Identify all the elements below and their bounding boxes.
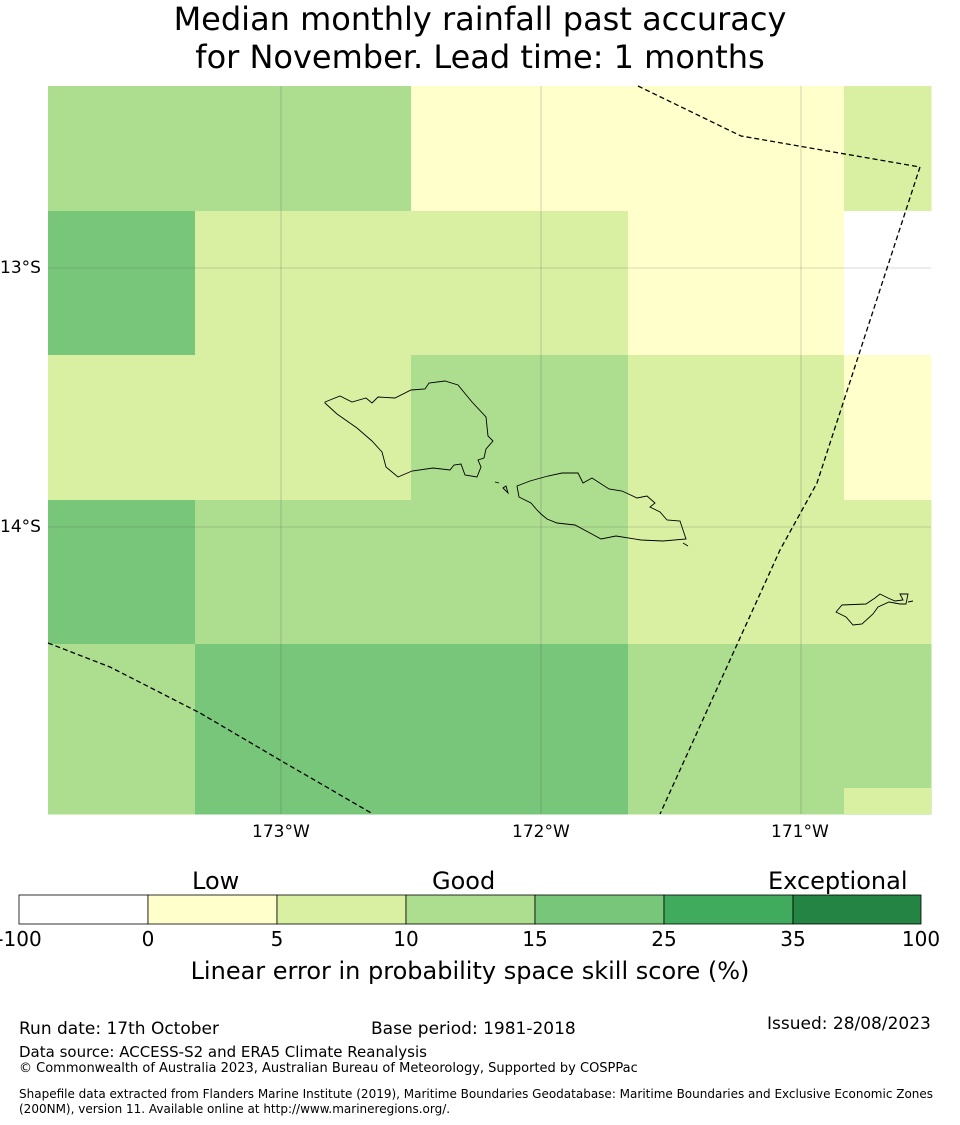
colorbar-tick: 35 [780,927,806,951]
copyright-notice: © Commonwealth of Australia 2023, Austra… [19,1061,638,1076]
skill-cell [844,500,932,645]
eez-boundaries [47,85,921,815]
shapefile-credit-line-1: Shapefile data extracted from Flanders M… [19,1087,934,1101]
skill-cell [195,211,282,356]
manono-island [502,485,509,495]
eez-boundary-east [659,166,921,815]
eez-boundary-southwest [47,642,374,815]
issued-date: Issued: 28/08/2023 [767,1014,931,1034]
skill-cell [195,500,282,645]
skill-cell [281,644,412,815]
map-title-line-2: for November. Lead time: 1 months [195,38,765,76]
skill-cell [715,355,845,501]
skill-cell [411,211,629,356]
skill-cell [411,355,629,501]
data-source: Data source: ACCESS-S2 and ERA5 Climate … [19,1043,427,1061]
colorbar-boxes [18,894,922,925]
skill-cell [195,644,282,815]
legend-category-low: Low [192,867,240,895]
skill-cell [411,500,629,645]
skill-grid [48,86,932,815]
skill-cell [628,644,716,815]
colorbar-tick: 100 [901,927,941,951]
skill-cell [844,644,932,815]
skill-cell [195,86,282,212]
lat-tick-13s: 13°S [0,258,41,278]
skill-cell [48,86,196,212]
skill-cell [844,788,931,814]
skill-cell [48,211,196,356]
apolima-islet [494,481,500,484]
colorbar-tick: 10 [393,927,419,951]
run-date: Run date: 17th October [19,1019,219,1039]
colorbar-label: Linear error in probability space skill … [190,957,750,985]
skill-cell [48,500,196,645]
skill-cell [844,211,932,356]
skill-cell [411,86,629,212]
skill-cell [715,211,845,356]
skill-cell [48,644,196,815]
skill-cell [195,355,282,501]
colorbar-box [147,894,278,925]
colorbar-box [663,894,794,925]
colorbar-box [534,894,665,925]
colorbar-tick: 0 [141,927,155,951]
legend-category-good: Good [432,867,496,895]
skill-cell [628,500,716,645]
shapefile-credit-line-2: (200NM), version 11. Available online at… [19,1102,451,1116]
skill-cell [715,86,845,212]
colorbar-box [276,894,407,925]
colorbar-box [792,894,922,925]
skill-cell [844,86,932,212]
savaii-island [324,380,494,478]
tutuila-island [835,593,909,626]
skill-cell [628,355,716,501]
lon-tick-172w: 172°W [512,822,570,842]
skill-cell [715,644,845,815]
colorbar-box [405,894,536,925]
lon-tick-173w: 173°W [252,822,310,842]
eez-boundary-north [637,85,921,168]
map-title-line-1: Median monthly rainfall past accuracy [173,0,787,38]
skill-cell [281,500,412,645]
colorbar-tick: 5 [270,927,284,951]
skill-cell [628,211,716,356]
graticule [48,86,931,814]
colorbar-box [18,894,149,925]
lon-tick-171w: 171°W [771,822,829,842]
skill-cell [48,355,196,501]
skill-cell [411,644,629,815]
colorbar-tick: 15 [522,927,548,951]
skill-map [47,85,932,815]
skill-cell [281,211,412,356]
colorbar-tick: 25 [651,927,677,951]
lat-tick-14s: 14°S [0,517,41,537]
coastlines [324,380,914,626]
skill-cell [281,355,412,501]
base-period: Base period: 1981-2018 [371,1019,576,1039]
legend-category-exceptional: Exceptional [768,867,908,895]
upolu-island [516,472,687,542]
skill-cell [844,355,932,501]
aunuu-islet [907,600,914,603]
skill-cell [715,500,845,645]
upolu-east-tip [682,542,689,547]
colorbar-tick: -100 [0,927,42,951]
skill-cell [628,86,716,212]
skill-cell [281,86,412,212]
